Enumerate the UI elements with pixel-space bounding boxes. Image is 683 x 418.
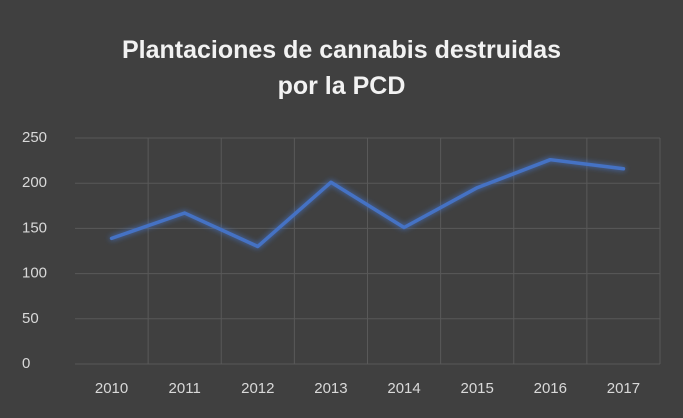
- x-tick-label: 2014: [387, 380, 420, 397]
- y-tick-label: 150: [22, 219, 47, 236]
- x-tick-label: 2016: [534, 380, 567, 397]
- x-tick-label: 2011: [169, 380, 201, 397]
- x-tick-label: 2017: [607, 380, 640, 397]
- y-tick-label: 200: [22, 174, 47, 191]
- y-tick-label: 100: [22, 265, 47, 282]
- data-line: [109, 157, 626, 249]
- x-tick-label: 2010: [95, 380, 128, 397]
- y-tick-label: 50: [22, 310, 39, 327]
- x-tick-label: 2015: [461, 380, 494, 397]
- x-tick-label: 2013: [314, 380, 347, 397]
- chart-title: Plantaciones de cannabis destruidas por …: [121, 36, 562, 100]
- y-tick-label: 0: [22, 355, 30, 372]
- x-tick-label: 2012: [241, 380, 274, 397]
- y-tick-label: 250: [22, 129, 47, 146]
